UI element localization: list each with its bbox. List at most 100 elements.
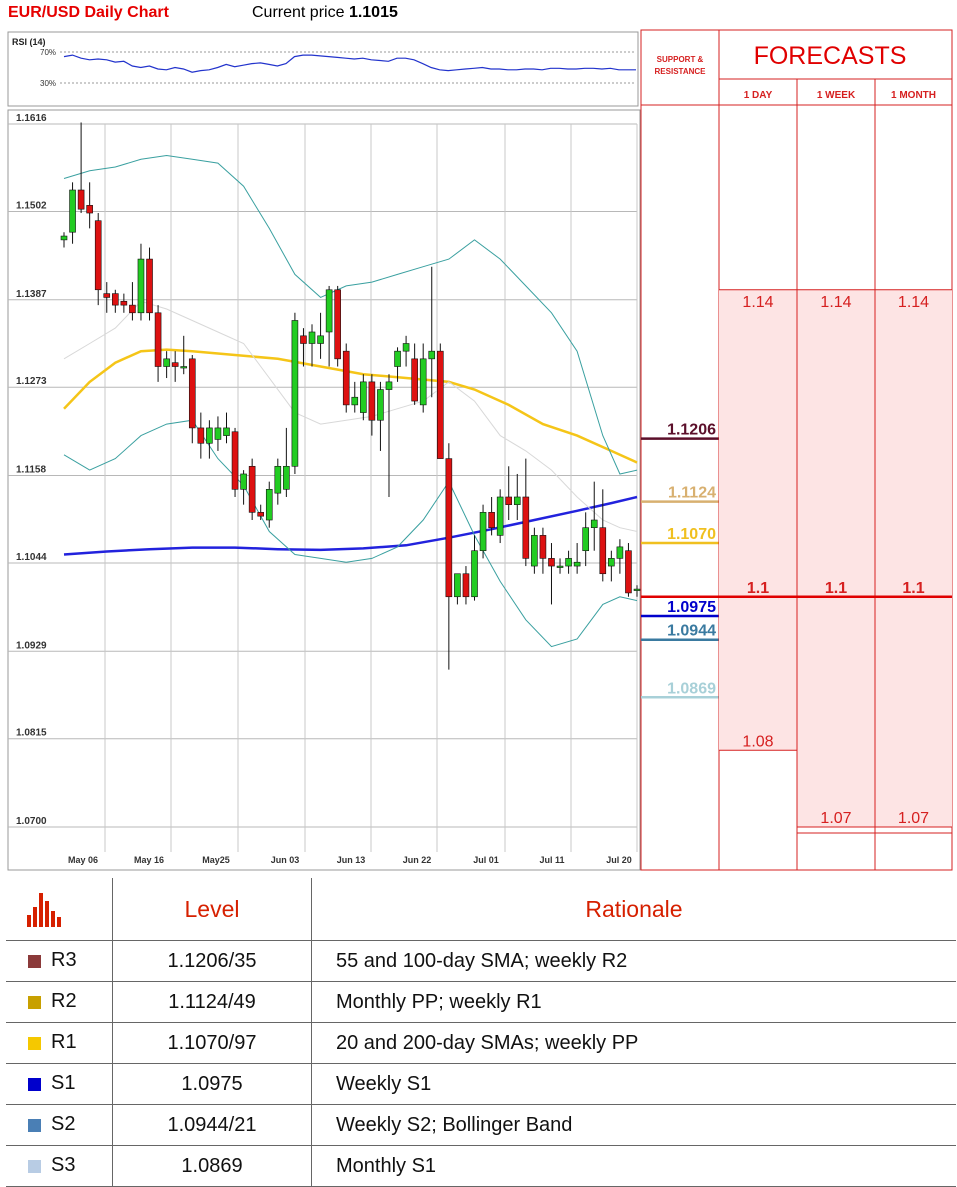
- rsi-panel: RSI (14) 70% 30%: [7, 31, 639, 107]
- level-value: 1.0944/21: [112, 1104, 312, 1146]
- candle-body: [257, 512, 265, 517]
- candle: [556, 558, 564, 574]
- candle-body: [274, 465, 282, 494]
- candle-body: [616, 546, 624, 559]
- candle-body: [291, 320, 299, 467]
- x-tick-label: Jul 11: [539, 855, 564, 865]
- level-color-swatch: [28, 954, 41, 968]
- x-tick-label: Jul 20: [606, 855, 632, 865]
- candle: [300, 328, 307, 367]
- candle-body: [608, 558, 615, 567]
- level-row-s2: S2 1.0944/21 Weekly S2; Bollinger Band: [6, 1104, 956, 1146]
- indicator-line-2: [63, 154, 638, 475]
- forecast-lower: 1.07: [820, 810, 851, 827]
- candle-body: [556, 565, 564, 568]
- candle: [206, 420, 213, 459]
- candle: [385, 374, 393, 497]
- candle-body: [590, 519, 598, 528]
- candle: [77, 122, 85, 214]
- candle-body: [582, 527, 589, 552]
- candle-body: [599, 527, 607, 575]
- rsi-line: [63, 54, 636, 73]
- candle-body: [206, 427, 213, 444]
- candle: [573, 543, 581, 574]
- indicator-line-0: [63, 348, 638, 464]
- indicator-line-3: [63, 419, 638, 648]
- sr-value-1: 1.1124: [668, 485, 716, 502]
- level-name: S3: [51, 1154, 76, 1177]
- y-tick-label: 1.0700: [16, 816, 47, 827]
- candle-body: [197, 427, 205, 444]
- candle: [342, 343, 350, 413]
- level-header: Level: [112, 878, 312, 941]
- forecast-mid: 1.1: [825, 580, 847, 597]
- level-color-swatch: [28, 1118, 41, 1132]
- candle: [223, 412, 230, 444]
- level-row-r3: R3 1.1206/35 55 and 100-day SMA; weekly R2: [6, 940, 956, 982]
- candle-body: [283, 465, 290, 490]
- candle: [308, 324, 316, 367]
- candle: [402, 335, 410, 367]
- x-tick-label: May 06: [68, 855, 98, 865]
- sr-value-2: 1.1070: [667, 526, 716, 543]
- candle: [496, 489, 504, 544]
- candle-body: [565, 558, 572, 567]
- candle-body: [308, 331, 316, 344]
- candle-body: [180, 366, 188, 369]
- forecast-lower: 1.08: [742, 733, 773, 750]
- candle: [633, 585, 641, 597]
- y-tick-label: 1.0929: [16, 640, 47, 651]
- y-tick-label: 1.0815: [16, 728, 47, 739]
- candle-body: [137, 258, 145, 314]
- candle-body: [454, 573, 461, 598]
- forecast-mid: 1.1: [902, 580, 924, 597]
- candle-body: [471, 550, 478, 598]
- forecast-mid: 1.1: [747, 580, 769, 597]
- y-tick-label: 1.1044: [16, 552, 47, 563]
- x-tick-label: Jul 01: [473, 855, 499, 865]
- chart-title: EUR/USD Daily Chart: [8, 4, 169, 21]
- candle-body: [445, 458, 453, 598]
- candle: [129, 282, 136, 321]
- level-color-swatch: [28, 995, 41, 1009]
- candle-body: [633, 588, 641, 591]
- candle: [462, 566, 470, 605]
- level-name-cell: R1: [6, 1022, 113, 1064]
- candle: [154, 305, 162, 382]
- rsi-label: RSI (14): [12, 37, 46, 47]
- candle-body: [573, 561, 581, 567]
- candle: [377, 381, 384, 451]
- candle: [565, 550, 572, 574]
- candle: [94, 213, 102, 306]
- candle-body: [163, 358, 170, 367]
- candle-body: [513, 496, 521, 505]
- indicator-line-1: [63, 495, 638, 556]
- candle: [86, 182, 93, 229]
- candle-body: [334, 289, 341, 360]
- candle: [351, 381, 359, 413]
- candle: [419, 343, 427, 413]
- candle-body: [479, 512, 487, 552]
- candle-body: [223, 427, 230, 436]
- candle: [248, 458, 256, 521]
- forecast-col-label: 1 MONTH: [891, 90, 936, 101]
- candle: [513, 473, 521, 521]
- sr-value-0: 1.1206: [667, 422, 716, 439]
- candle-body: [317, 335, 324, 344]
- candle: [188, 355, 196, 444]
- level-rationale: Monthly S1: [311, 1145, 956, 1187]
- level-name: R3: [51, 949, 77, 972]
- sr-value-5: 1.0869: [667, 680, 716, 697]
- level-name-cell: S2: [6, 1104, 113, 1146]
- candle: [479, 504, 487, 559]
- bar-chart-icon: [27, 893, 61, 927]
- candle-body: [368, 381, 376, 421]
- candle-body: [69, 189, 76, 233]
- level-row-s3: S3 1.0869 Monthly S1: [6, 1145, 956, 1187]
- level-row-r2: R2 1.1124/49 Monthly PP; weekly R1: [6, 981, 956, 1023]
- current-price-label: Current price: [252, 4, 345, 21]
- current-price: Current price 1.1015: [252, 4, 398, 22]
- sr-header-line2: RESISTANCE: [655, 67, 707, 76]
- current-price-value: 1.1015: [348, 4, 398, 21]
- candle-body: [428, 350, 436, 360]
